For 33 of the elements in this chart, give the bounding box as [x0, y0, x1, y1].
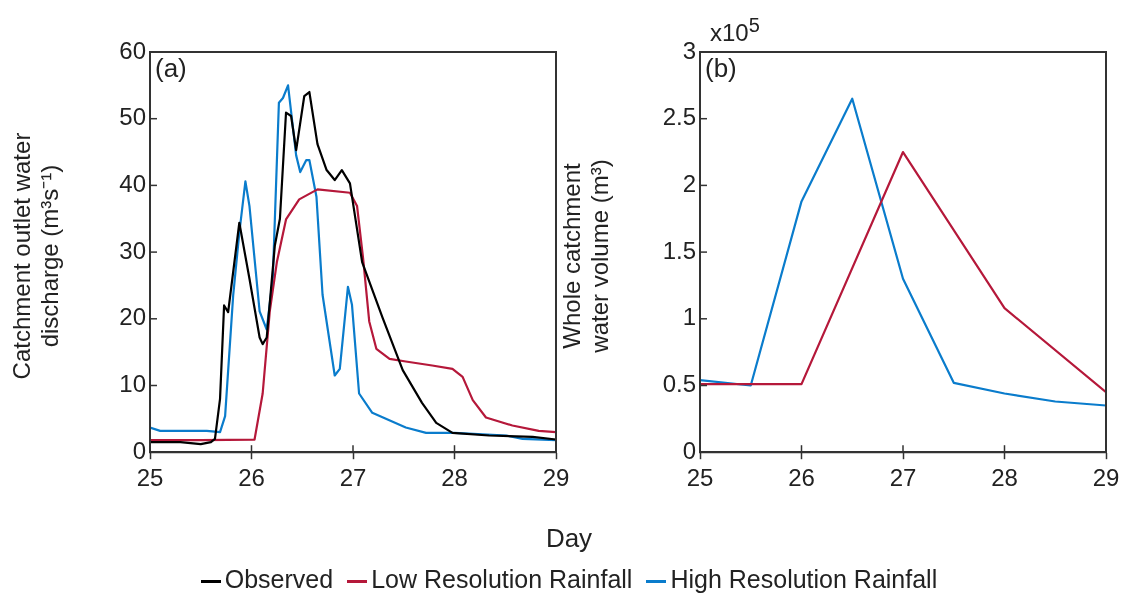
- x-tick-label: 28: [441, 464, 468, 492]
- x-tick-label: 25: [136, 464, 164, 492]
- y-tick-label: 3: [682, 36, 696, 64]
- x-tick-label: 28: [991, 464, 1018, 492]
- x-axis-title: Day: [544, 523, 594, 554]
- y-axis-title: Whole catchment water volume (m³): [558, 158, 614, 355]
- x-tick-label: 27: [339, 464, 367, 492]
- y-tick-label: 1.5: [662, 236, 696, 264]
- legend-label: Observed: [224, 565, 334, 593]
- x-tick-label: 26: [238, 464, 265, 492]
- y-tick-label: 20: [119, 303, 146, 331]
- x-tick-label: 29: [1092, 464, 1120, 492]
- y-tick-label: 1: [682, 303, 696, 331]
- y-tick-label: 2.5: [662, 103, 696, 131]
- y-tick-label: 0: [132, 436, 146, 464]
- y-tick-label: 2: [682, 170, 696, 198]
- legend-label: High Resolution Rainfall: [670, 565, 938, 593]
- y-tick-label: 0: [682, 436, 696, 464]
- y-tick-label: 30: [119, 236, 146, 264]
- y-tick-label: 50: [119, 103, 146, 131]
- y-tick-label: 10: [119, 370, 146, 398]
- chart-title: (a): [155, 53, 187, 84]
- y-tick-label: 60: [119, 36, 146, 64]
- x-tick-label: 29: [542, 464, 570, 492]
- chart-title: (b): [705, 53, 737, 84]
- y-tick-label: 40: [119, 170, 146, 198]
- x-tick-label: 27: [889, 464, 917, 492]
- y-axis-title: Catchment outlet water discharge (m³s⁻¹): [8, 131, 64, 381]
- x-tick-label: 25: [686, 464, 714, 492]
- y-tick-label: 0.5: [662, 370, 696, 398]
- legend-label: Low Resolution Rainfall: [371, 565, 633, 593]
- x-tick-label: 26: [788, 464, 815, 492]
- text: x10$^{5}$: [710, 14, 760, 47]
